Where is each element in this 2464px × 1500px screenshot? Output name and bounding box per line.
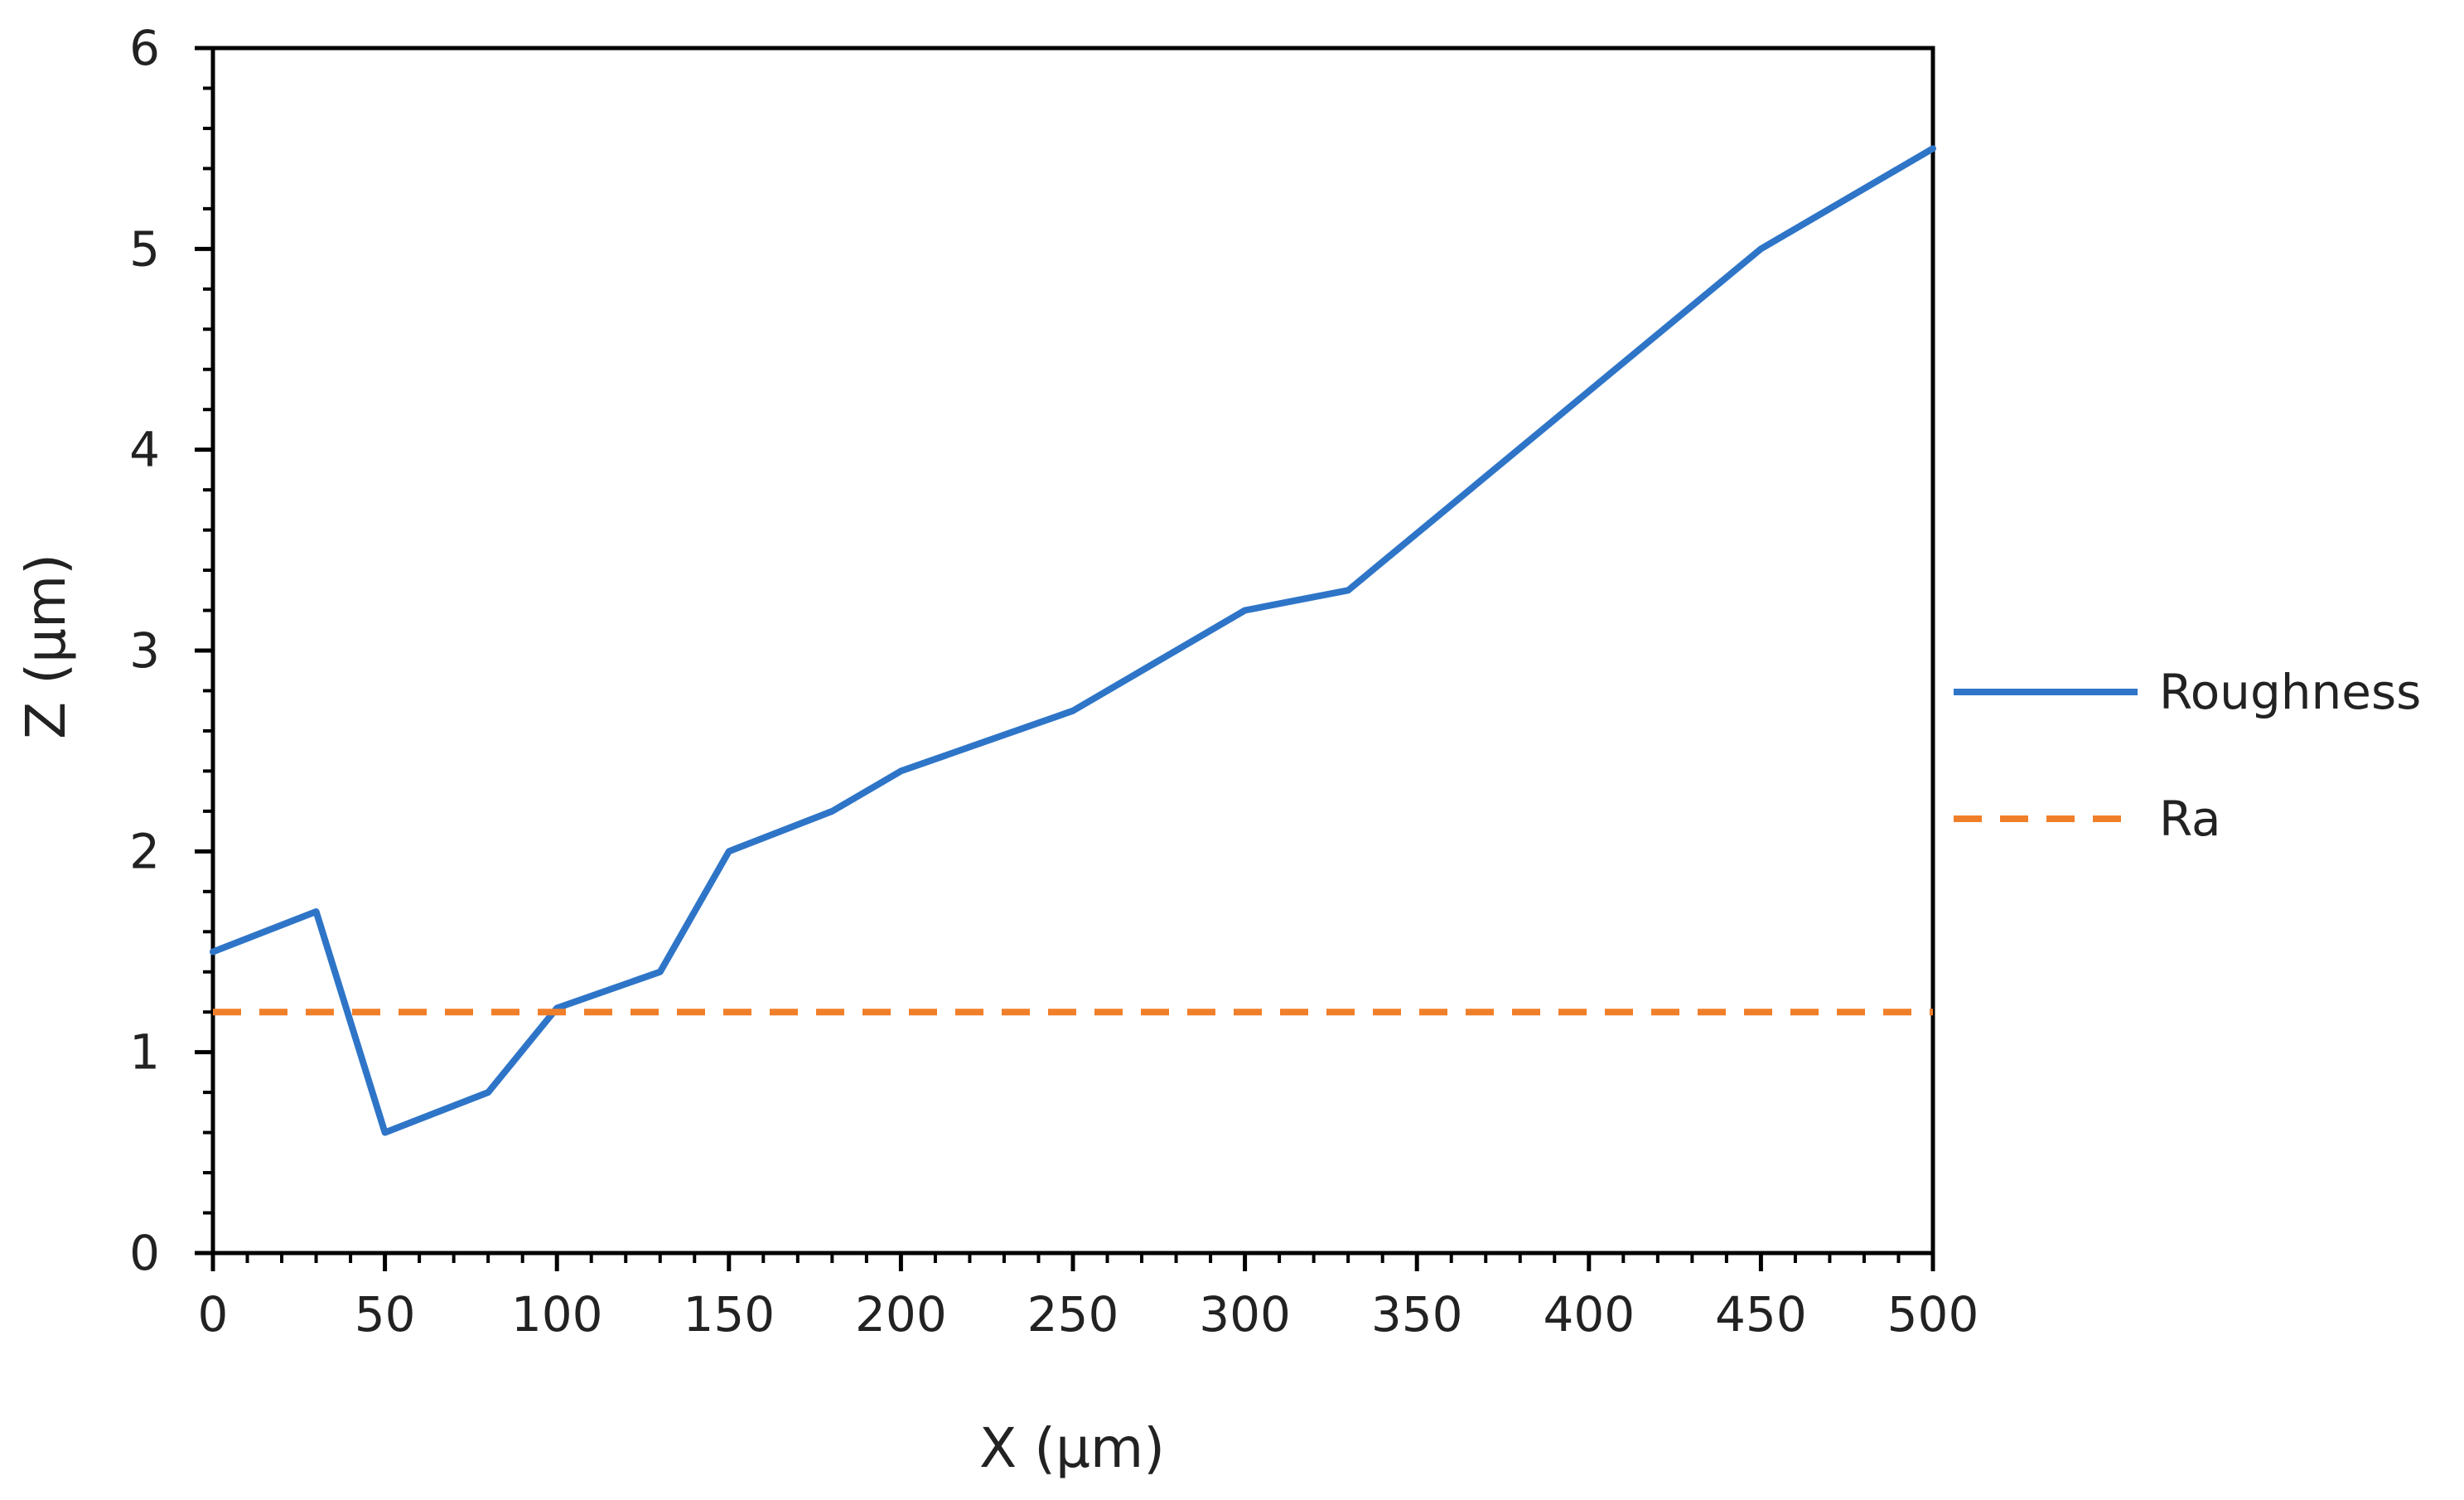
legend-label-roughness: Roughness bbox=[2159, 664, 2421, 720]
x-tick-label: 100 bbox=[511, 1286, 603, 1343]
x-axis-title: X (μm) bbox=[979, 1416, 1165, 1480]
x-tick-label: 50 bbox=[355, 1286, 416, 1343]
x-tick-label: 150 bbox=[683, 1286, 775, 1343]
y-tick-label: 2 bbox=[129, 823, 160, 879]
x-tick-label: 300 bbox=[1199, 1286, 1291, 1343]
y-tick-label: 5 bbox=[129, 220, 160, 277]
x-tick-label: 500 bbox=[1887, 1286, 1979, 1343]
series-line-roughness bbox=[210, 145, 1936, 1136]
y-tick-label: 0 bbox=[129, 1225, 160, 1281]
y-axis-title: Z (μm) bbox=[14, 554, 78, 739]
y-tick-label: 3 bbox=[129, 622, 160, 679]
plot-area-border bbox=[210, 46, 1935, 1256]
x-tick-label: 400 bbox=[1543, 1286, 1635, 1343]
x-tick-label: 350 bbox=[1371, 1286, 1463, 1343]
legend: Roughness Ra bbox=[1954, 664, 2421, 847]
y-tick-label: 4 bbox=[129, 422, 160, 478]
x-tick-label: 250 bbox=[1027, 1286, 1119, 1343]
x-tick-label: 200 bbox=[855, 1286, 947, 1343]
y-tick-label: 1 bbox=[129, 1024, 160, 1081]
x-tick-label: 0 bbox=[198, 1286, 229, 1343]
x-tick-label: 450 bbox=[1715, 1286, 1807, 1343]
y-tick-label: 6 bbox=[129, 20, 160, 76]
legend-label-ra: Ra bbox=[2159, 791, 2221, 847]
